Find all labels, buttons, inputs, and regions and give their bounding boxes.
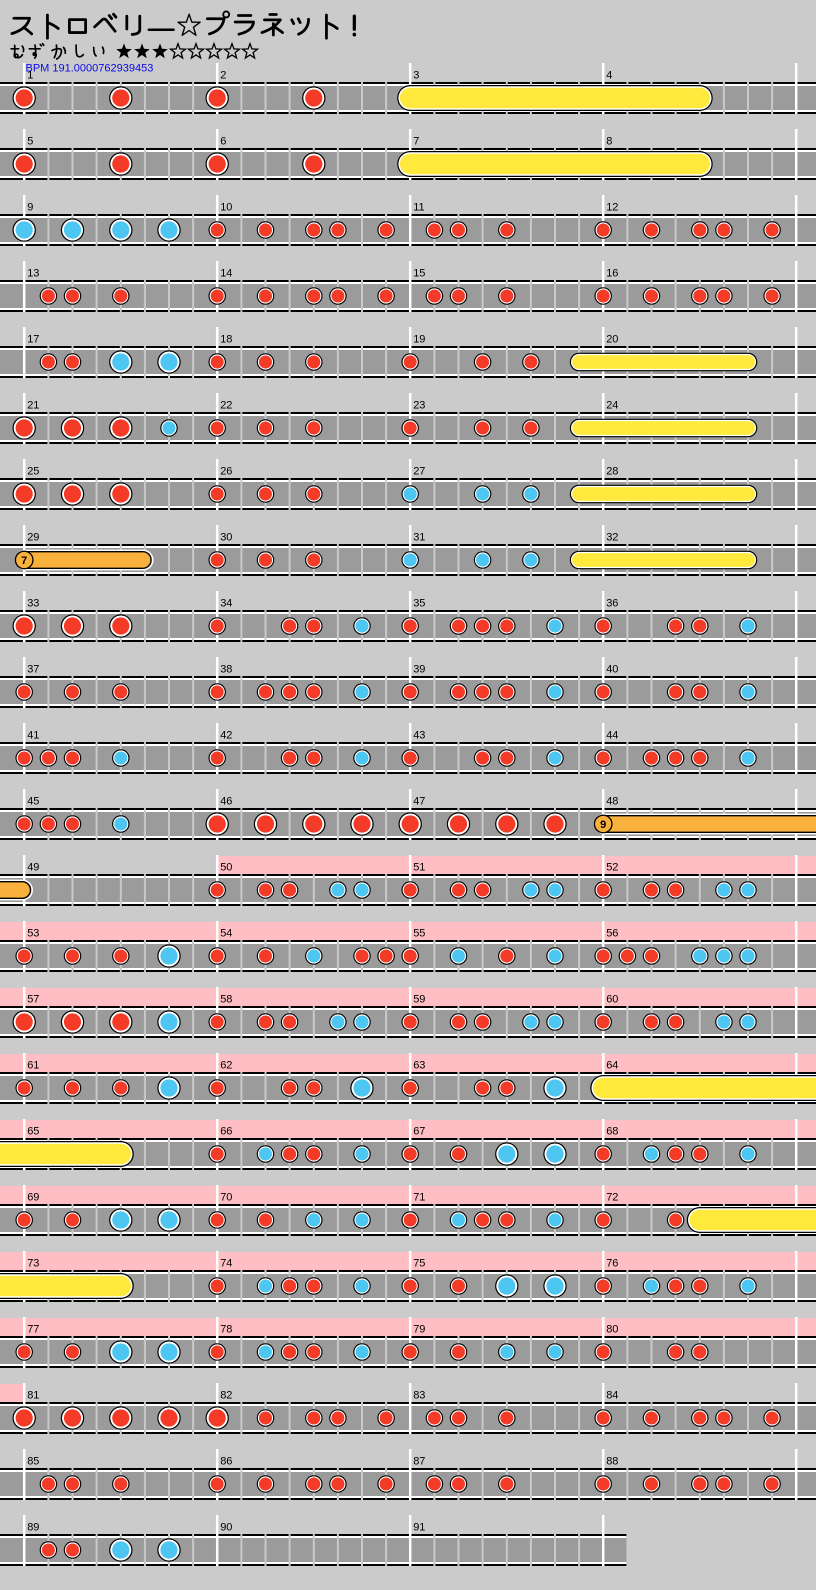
svg-text:19: 19 (413, 334, 425, 346)
svg-text:74: 74 (220, 1258, 232, 1270)
svg-text:21: 21 (27, 400, 39, 412)
svg-text:5: 5 (27, 136, 33, 148)
svg-text:47: 47 (413, 796, 425, 808)
svg-text:61: 61 (27, 1060, 39, 1072)
svg-text:89: 89 (27, 1522, 39, 1534)
svg-text:81: 81 (27, 1390, 39, 1402)
svg-text:72: 72 (606, 1192, 618, 1204)
svg-text:51: 51 (413, 862, 425, 874)
svg-text:40: 40 (606, 664, 618, 676)
svg-text:43: 43 (413, 730, 425, 742)
svg-text:84: 84 (606, 1390, 618, 1402)
svg-text:16: 16 (606, 268, 618, 280)
svg-text:37: 37 (27, 664, 39, 676)
svg-text:20: 20 (606, 334, 618, 346)
svg-text:48: 48 (606, 796, 618, 808)
svg-text:18: 18 (220, 334, 232, 346)
svg-text:42: 42 (220, 730, 232, 742)
svg-text:35: 35 (413, 598, 425, 610)
svg-text:67: 67 (413, 1126, 425, 1138)
svg-text:26: 26 (220, 466, 232, 478)
svg-text:75: 75 (413, 1258, 425, 1270)
svg-text:39: 39 (413, 664, 425, 676)
svg-text:41: 41 (27, 730, 39, 742)
svg-text:64: 64 (606, 1060, 618, 1072)
svg-text:12: 12 (606, 202, 618, 214)
svg-text:87: 87 (413, 1456, 425, 1468)
svg-text:9: 9 (27, 202, 33, 214)
svg-text:69: 69 (27, 1192, 39, 1204)
svg-text:27: 27 (413, 466, 425, 478)
svg-text:59: 59 (413, 994, 425, 1006)
svg-text:91: 91 (413, 1522, 425, 1534)
svg-text:57: 57 (27, 994, 39, 1006)
svg-text:79: 79 (413, 1324, 425, 1336)
svg-text:6: 6 (220, 136, 226, 148)
svg-text:80: 80 (606, 1324, 618, 1336)
svg-text:58: 58 (220, 994, 232, 1006)
svg-text:11: 11 (413, 202, 424, 214)
svg-text:90: 90 (220, 1522, 232, 1534)
svg-text:65: 65 (27, 1126, 39, 1138)
svg-text:14: 14 (220, 268, 232, 280)
svg-text:86: 86 (220, 1456, 232, 1468)
svg-text:44: 44 (606, 730, 618, 742)
svg-text:45: 45 (27, 796, 39, 808)
svg-text:4: 4 (606, 70, 612, 82)
svg-text:9: 9 (600, 819, 606, 831)
svg-text:49: 49 (27, 862, 39, 874)
svg-text:56: 56 (606, 928, 618, 940)
svg-text:2: 2 (220, 70, 226, 82)
svg-text:24: 24 (606, 400, 618, 412)
svg-text:83: 83 (413, 1390, 425, 1402)
svg-text:52: 52 (606, 862, 618, 874)
svg-text:15: 15 (413, 268, 425, 280)
svg-text:30: 30 (220, 532, 232, 544)
svg-text:85: 85 (27, 1456, 39, 1468)
svg-text:55: 55 (413, 928, 425, 940)
svg-text:53: 53 (27, 928, 39, 940)
svg-text:7: 7 (21, 555, 27, 567)
svg-text:25: 25 (27, 466, 39, 478)
svg-text:76: 76 (606, 1258, 618, 1270)
svg-text:10: 10 (220, 202, 232, 214)
svg-text:3: 3 (413, 70, 419, 82)
svg-text:88: 88 (606, 1456, 618, 1468)
svg-text:54: 54 (220, 928, 232, 940)
svg-text:36: 36 (606, 598, 618, 610)
svg-text:BPM 191.0000762939453: BPM 191.0000762939453 (26, 62, 154, 74)
svg-text:8: 8 (606, 136, 612, 148)
svg-text:46: 46 (220, 796, 232, 808)
svg-text:71: 71 (413, 1192, 425, 1204)
svg-text:33: 33 (27, 598, 39, 610)
svg-text:7: 7 (413, 136, 419, 148)
svg-text:78: 78 (220, 1324, 232, 1336)
svg-text:17: 17 (27, 334, 39, 346)
svg-text:62: 62 (220, 1060, 232, 1072)
svg-text:82: 82 (220, 1390, 232, 1402)
svg-text:23: 23 (413, 400, 425, 412)
svg-text:1: 1 (27, 70, 33, 82)
svg-text:28: 28 (606, 466, 618, 478)
svg-text:77: 77 (27, 1324, 39, 1336)
svg-text:73: 73 (27, 1258, 39, 1270)
svg-text:66: 66 (220, 1126, 232, 1138)
svg-text:68: 68 (606, 1126, 618, 1138)
svg-text:29: 29 (27, 532, 39, 544)
svg-text:60: 60 (606, 994, 618, 1006)
svg-text:70: 70 (220, 1192, 232, 1204)
svg-text:50: 50 (220, 862, 232, 874)
svg-text:13: 13 (27, 268, 39, 280)
svg-text:32: 32 (606, 532, 618, 544)
svg-text:31: 31 (413, 532, 425, 544)
svg-text:34: 34 (220, 598, 232, 610)
svg-text:63: 63 (413, 1060, 425, 1072)
svg-text:22: 22 (220, 400, 232, 412)
svg-text:38: 38 (220, 664, 232, 676)
